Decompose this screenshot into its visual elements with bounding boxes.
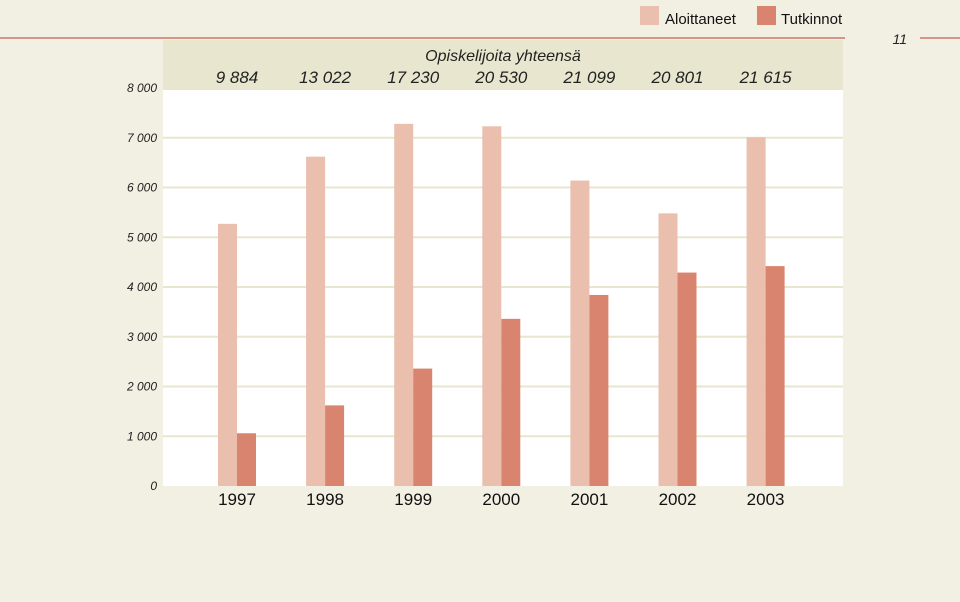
bar-aloittaneet [394,123,414,486]
totals-values: 9 884 13 022 17 230 20 530 21 099 20 801 21 61… [216,68,792,87]
x-tick-label: 1999 [394,490,432,509]
y-tick-label: 0 [150,479,157,493]
y-tick-label: 6 000 [127,181,157,195]
bar-tutkinnot [765,266,785,486]
x-tick-label: 1997 [218,490,256,509]
bar-aloittaneet [570,180,590,486]
bar-aloittaneet [218,223,237,486]
x-tick-label: 2001 [570,490,608,509]
total-value: 20 530 [474,68,528,87]
legend-label: Tutkinnot [781,11,843,28]
bar-aloittaneet [658,213,678,486]
bar-aloittaneet [306,156,326,486]
y-tick-label: 7 000 [127,131,157,145]
legend-swatch [640,6,659,25]
x-tick-label: 2000 [482,490,520,509]
total-value: 21 615 [739,68,793,87]
y-tick-label: 8 000 [127,81,157,95]
y-axis-ticks: 0 1 000 2 000 3 000 4 000 5 000 6 000 7 000 8 00… [126,81,157,493]
y-tick-label: 1 000 [127,429,157,443]
legend: Aloittaneet Tutkinnot [640,6,843,28]
y-tick-label: 4 000 [127,280,157,294]
bar-aloittaneet [746,137,766,486]
y-tick-label: 5 000 [127,230,157,244]
total-value: 20 801 [651,68,704,87]
bar-tutkinnot [237,433,256,486]
x-tick-label: 1998 [306,490,344,509]
bar-tutkinnot [501,318,521,486]
total-value: 17 230 [387,68,440,87]
totals-title: Opiskelijoita yhteensä [425,48,581,65]
total-value: 13 022 [299,68,352,87]
x-tick-label: 2003 [747,490,785,509]
bar-aloittaneet [482,126,502,487]
y-tick-label: 2 000 [126,380,157,394]
total-value: 9 884 [216,68,259,87]
bar-tutkinnot [589,294,609,486]
y-tick-label: 3 000 [127,330,157,344]
legend-label: Aloittaneet [665,11,737,28]
total-value: 21 099 [562,68,616,87]
legend-swatch [757,6,776,25]
page-number: 11 [892,31,907,47]
x-tick-label: 2002 [659,490,697,509]
totals-band [163,40,843,90]
bars [218,123,785,487]
x-axis-labels: 1997 1998 1999 2000 2001 2002 2003 [218,490,784,509]
bar-tutkinnot [677,272,697,486]
bar-tutkinnot [413,368,433,486]
bar-tutkinnot [325,405,345,486]
